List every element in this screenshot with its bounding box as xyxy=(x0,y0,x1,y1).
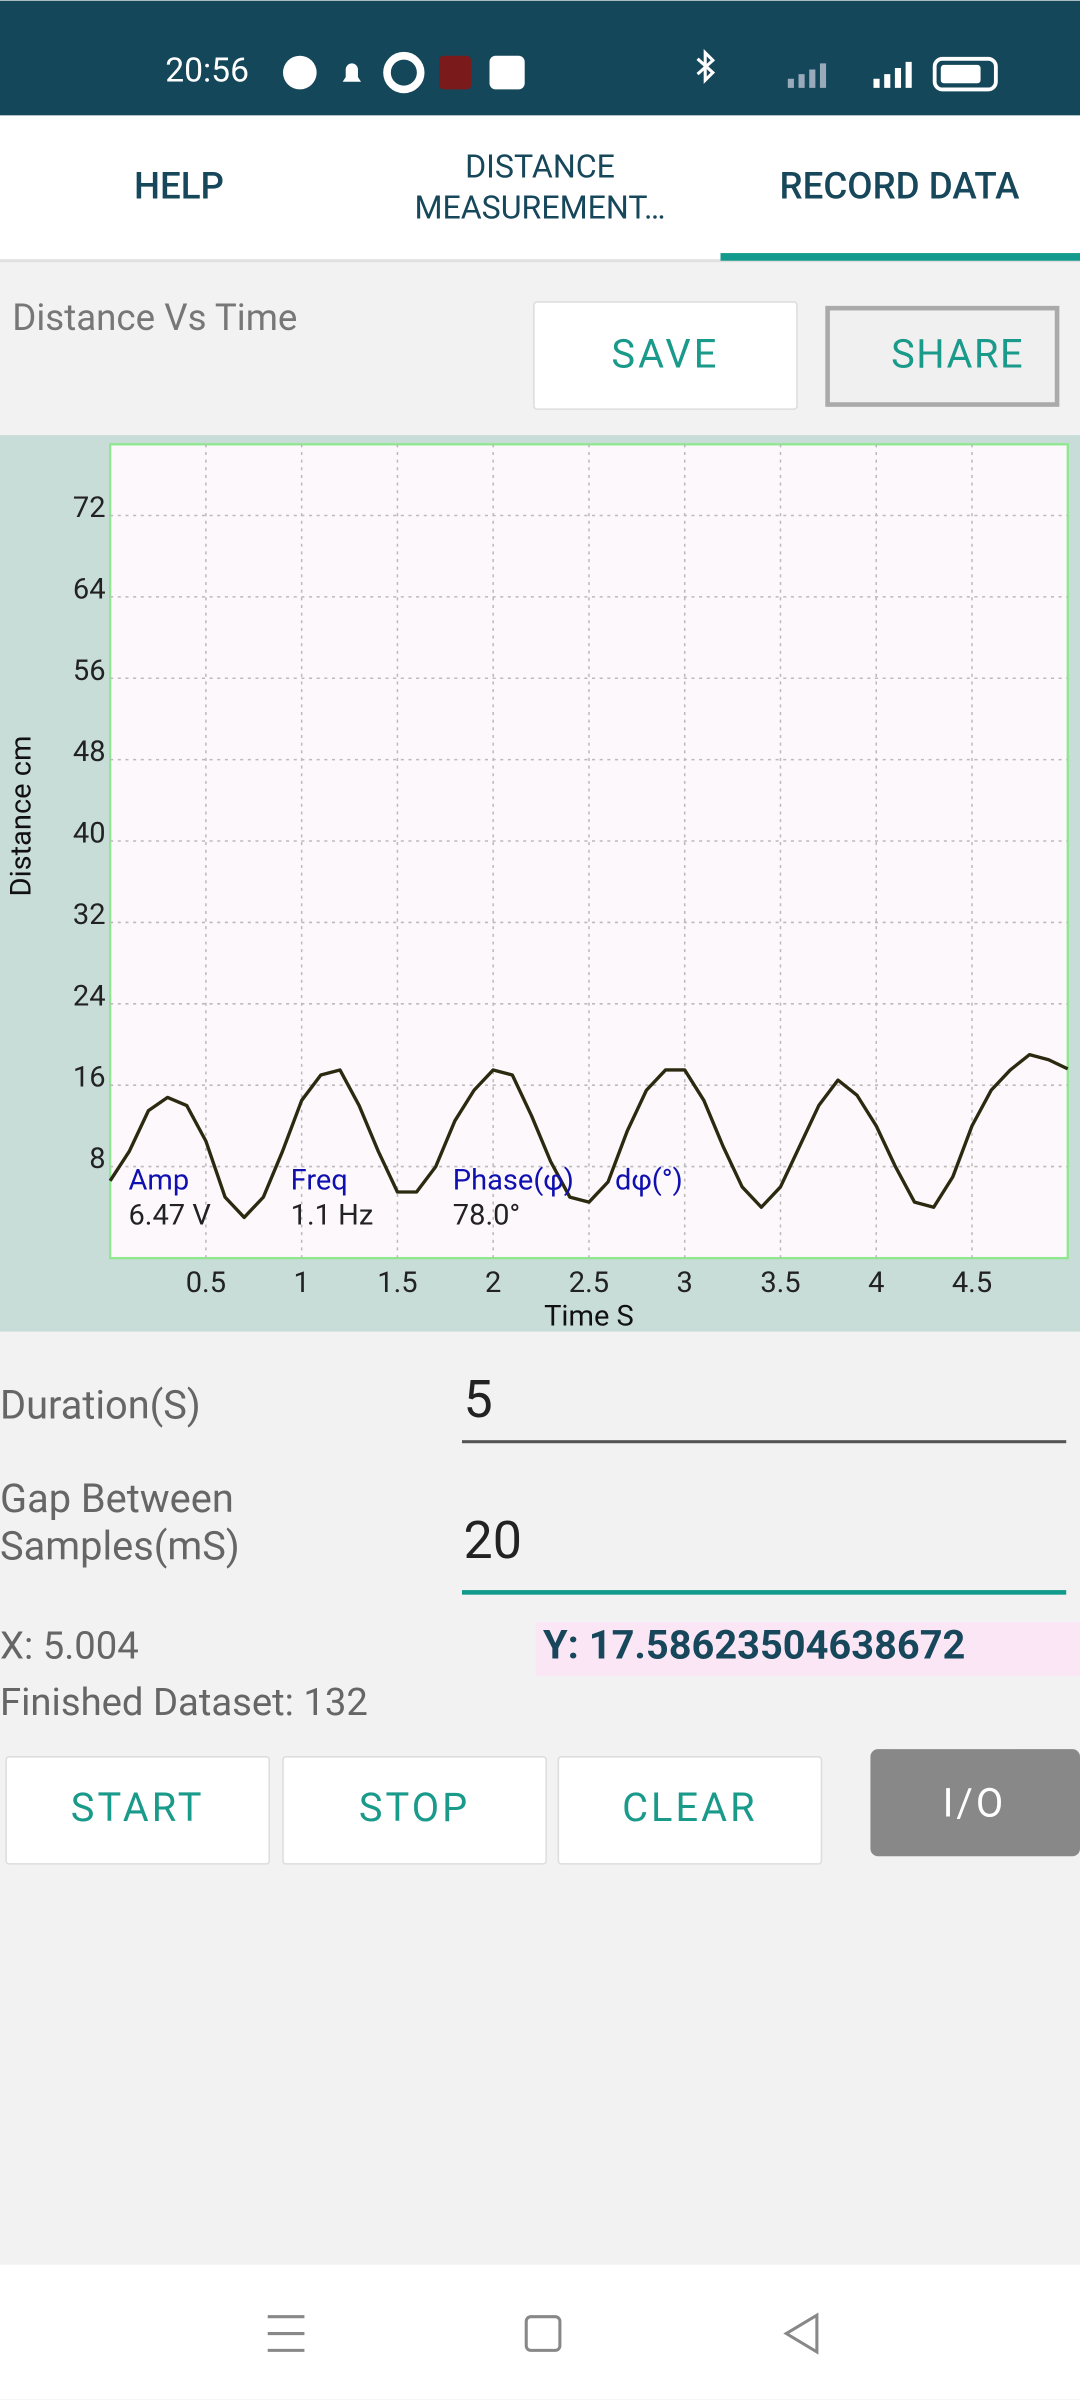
status-time: 20:56 xyxy=(165,51,249,90)
annotation-label: dφ(°) xyxy=(615,1163,683,1197)
button-label[interactable]: I/O xyxy=(943,1779,1007,1826)
tab-indicator xyxy=(720,253,1080,261)
y-readout: Y: 17.58623504638672 xyxy=(543,1622,965,1669)
status-bar xyxy=(0,0,1080,116)
annotation-label: Phase(φ) xyxy=(453,1163,574,1197)
y-tick-label: 56 xyxy=(73,654,106,688)
y-tick-label: 24 xyxy=(73,979,106,1013)
nav-bar xyxy=(0,2264,1080,2400)
annotation-value: 1.1 Hz xyxy=(291,1198,374,1232)
status-icon xyxy=(696,48,716,84)
input-underline xyxy=(461,1440,1067,1444)
status-icon xyxy=(873,61,912,88)
x-tick-label: 1 xyxy=(294,1266,310,1300)
y-tick-label: 40 xyxy=(73,817,106,851)
x-tick-label: 3 xyxy=(677,1266,693,1300)
status-icon xyxy=(787,63,827,88)
save-label[interactable]: SAVE xyxy=(611,331,719,378)
tab[interactable]: MEASUREMENT… xyxy=(414,189,665,227)
share-button[interactable] xyxy=(825,305,1060,407)
x-axis-label: Time S xyxy=(544,1299,634,1333)
tab-divider xyxy=(0,259,1080,263)
clear-button[interactable] xyxy=(557,1756,823,1865)
y-tick-label: 8 xyxy=(89,1142,105,1176)
button-label[interactable]: CLEAR xyxy=(622,1784,758,1831)
grid xyxy=(110,444,1068,1259)
start-button[interactable] xyxy=(5,1756,270,1865)
nav-menu[interactable] xyxy=(267,2315,305,2352)
share-label[interactable]: SHARE xyxy=(891,331,1024,378)
y-tick-label: 16 xyxy=(73,1061,106,1095)
battery-level xyxy=(940,64,981,84)
gap-label: Gap Between xyxy=(0,1475,234,1522)
x-tick-label: 4.5 xyxy=(952,1266,992,1300)
button-label[interactable]: STOP xyxy=(359,1784,470,1831)
input-underline-active xyxy=(461,1590,1067,1595)
status-icon xyxy=(439,55,472,90)
chart-title: Distance Vs Time xyxy=(12,296,297,339)
gap-label: Samples(mS) xyxy=(0,1522,240,1569)
y-tick-label: 64 xyxy=(73,572,106,606)
x-readout: X: 5.004 xyxy=(0,1624,139,1668)
annotation-value: 6.47 V xyxy=(128,1198,211,1232)
status-icon xyxy=(283,55,317,90)
io-button[interactable] xyxy=(870,1749,1080,1857)
dataset-status: Finished Dataset: 132 xyxy=(0,1681,368,1725)
y-tick-label: 32 xyxy=(73,898,106,932)
tab-active[interactable]: RECORD DATA xyxy=(780,165,1021,208)
annotation-label: Amp xyxy=(128,1163,189,1197)
data-line xyxy=(108,1052,1069,1220)
annotation-label: Freq xyxy=(291,1163,348,1197)
status-icon xyxy=(489,55,525,90)
y-axis-label: Distance cm xyxy=(5,736,39,897)
x-tick-label: 0.5 xyxy=(186,1266,226,1300)
y-tick-label: 72 xyxy=(73,491,106,525)
tab-bar xyxy=(0,115,1080,261)
status-icon xyxy=(383,51,425,94)
gap-input[interactable]: 20 xyxy=(464,1510,522,1571)
battery xyxy=(932,56,998,92)
duration-input[interactable]: 5 xyxy=(464,1369,493,1430)
x-tick-label: 1.5 xyxy=(377,1266,417,1300)
y-readout-bg xyxy=(535,1622,1080,1676)
duration-label: Duration(S) xyxy=(0,1382,201,1429)
plot xyxy=(108,1052,1069,1220)
tab[interactable]: HELP xyxy=(134,165,224,208)
button-label[interactable]: START xyxy=(71,1784,205,1831)
tab[interactable]: DISTANCE xyxy=(465,147,615,185)
stop-button[interactable] xyxy=(282,1756,547,1865)
status-icon xyxy=(342,63,362,82)
nav-back[interactable] xyxy=(783,2312,819,2355)
x-tick-label: 4 xyxy=(868,1266,884,1300)
x-tick-label: 2.5 xyxy=(569,1266,609,1300)
x-tick-label: 2 xyxy=(485,1266,501,1300)
save-button[interactable] xyxy=(533,301,798,410)
nav-home[interactable] xyxy=(524,2315,562,2352)
y-tick-label: 48 xyxy=(73,735,106,769)
x-tick-label: 3.5 xyxy=(760,1266,800,1300)
annotation-value: 78.0° xyxy=(453,1198,520,1232)
